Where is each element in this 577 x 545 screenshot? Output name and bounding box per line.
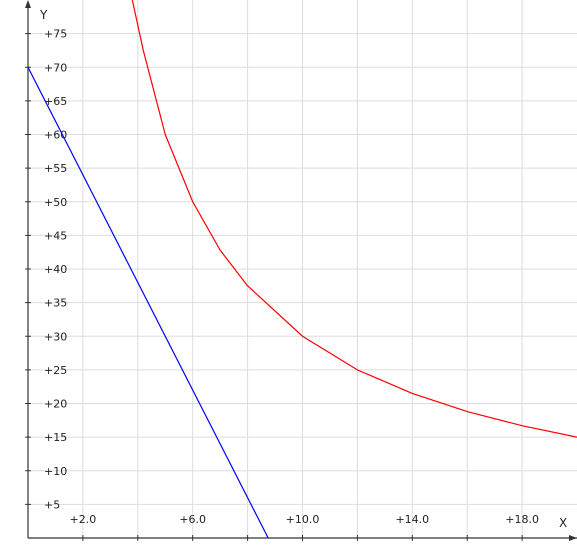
y-tick-label-3: +20 [44,398,67,411]
series-layer [27,0,577,539]
y-tick-label-11: +60 [44,129,67,142]
y-tick-label-10: +55 [44,162,67,175]
y-axis-label: Y [39,8,48,22]
y-tick-label-1: +10 [44,465,67,478]
y-tick-label-0: +5 [44,498,60,511]
x-axis-arrow-icon [569,535,577,541]
y-tick-label-13: +70 [44,61,67,74]
x-tick-label-0: +2.0 [70,513,97,526]
series-line-1 [27,66,269,539]
x-tick-label-4: +18.0 [505,513,539,526]
y-tick-label-7: +40 [44,263,67,276]
x-tick-label-3: +14.0 [395,513,429,526]
y-tick-label-9: +50 [44,196,67,209]
x-axis-label: X [559,516,567,530]
y-tick-label-4: +25 [44,364,67,377]
y-tick-label-5: +30 [44,330,67,343]
grid-layer [28,0,577,538]
x-tick-label-1: +6.0 [179,513,206,526]
y-tick-label-6: +35 [44,297,67,310]
labels-layer: +2.0 +6.0 +10.0 +14.0 +18.0 +5 +10 +15 +20 +25 +30… [39,8,567,530]
y-tick-label-14: +75 [44,28,67,41]
series-line-0 [131,0,577,438]
axes-layer [25,0,577,541]
y-tick-label-2: +15 [44,431,67,444]
x-tick-label-2: +10.0 [286,513,320,526]
y-axis-arrow-icon [25,0,31,8]
y-tick-label-8: +45 [44,229,67,242]
y-tick-label-12: +65 [44,95,67,108]
